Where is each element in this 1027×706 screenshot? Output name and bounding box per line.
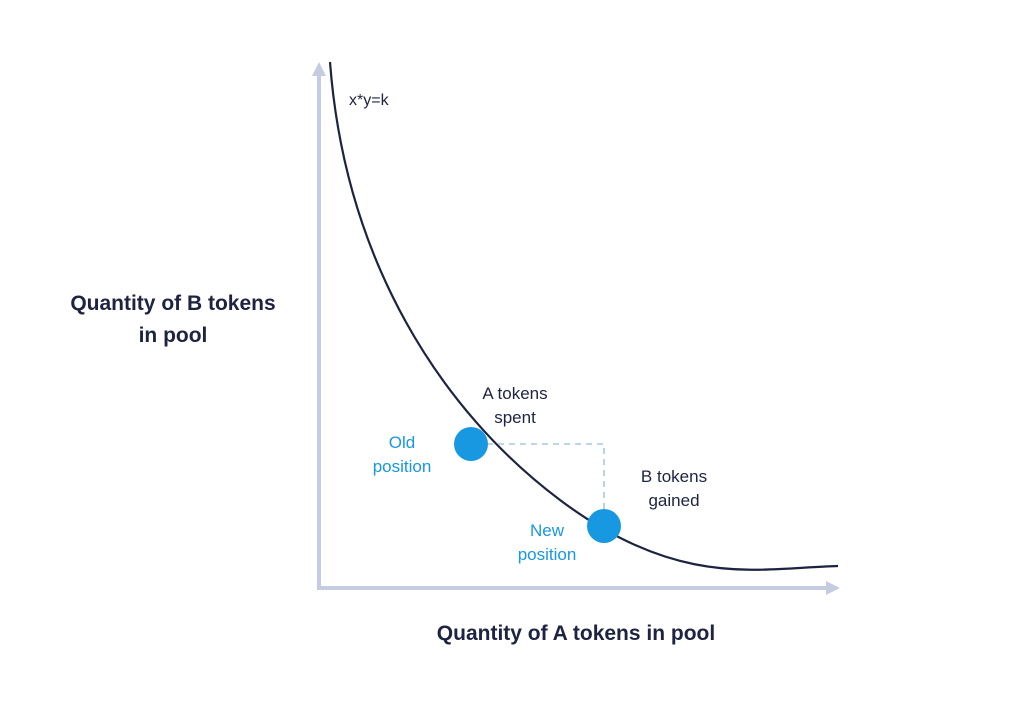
new-position-label: New position — [497, 519, 597, 567]
x-axis-title: Quantity of A tokens in pool — [436, 622, 716, 645]
old-position-point — [454, 427, 488, 461]
constant-product-curve — [328, 61, 839, 571]
b-tokens-gained-label: B tokens gained — [614, 465, 734, 513]
y-axis-title: Quantity of B tokens in pool — [48, 288, 298, 352]
b-tokens-gained-line-1: B tokens — [640, 467, 708, 486]
trade-dashed-path — [487, 443, 605, 512]
a-tokens-spent-line-1: A tokens — [482, 384, 548, 403]
x-axis-arrowhead — [826, 581, 840, 595]
a-tokens-spent-line-2: spent — [494, 408, 536, 427]
y-axis-title-line-2: in pool — [138, 324, 208, 347]
b-tokens-gained-line-2: gained — [648, 491, 700, 510]
y-axis-title-line-1: Quantity of B tokens — [70, 292, 276, 315]
old-position-line-1: Old — [388, 433, 416, 452]
old-position-label: Old position — [352, 431, 452, 479]
old-position-line-2: position — [372, 457, 432, 476]
y-axis-arrowhead — [312, 62, 326, 76]
new-position-point — [587, 509, 621, 543]
new-position-line-1: New — [529, 521, 564, 540]
a-tokens-spent-label: A tokens spent — [455, 382, 575, 430]
curve-formula: x*y=k — [349, 92, 389, 109]
new-position-line-2: position — [517, 545, 577, 564]
